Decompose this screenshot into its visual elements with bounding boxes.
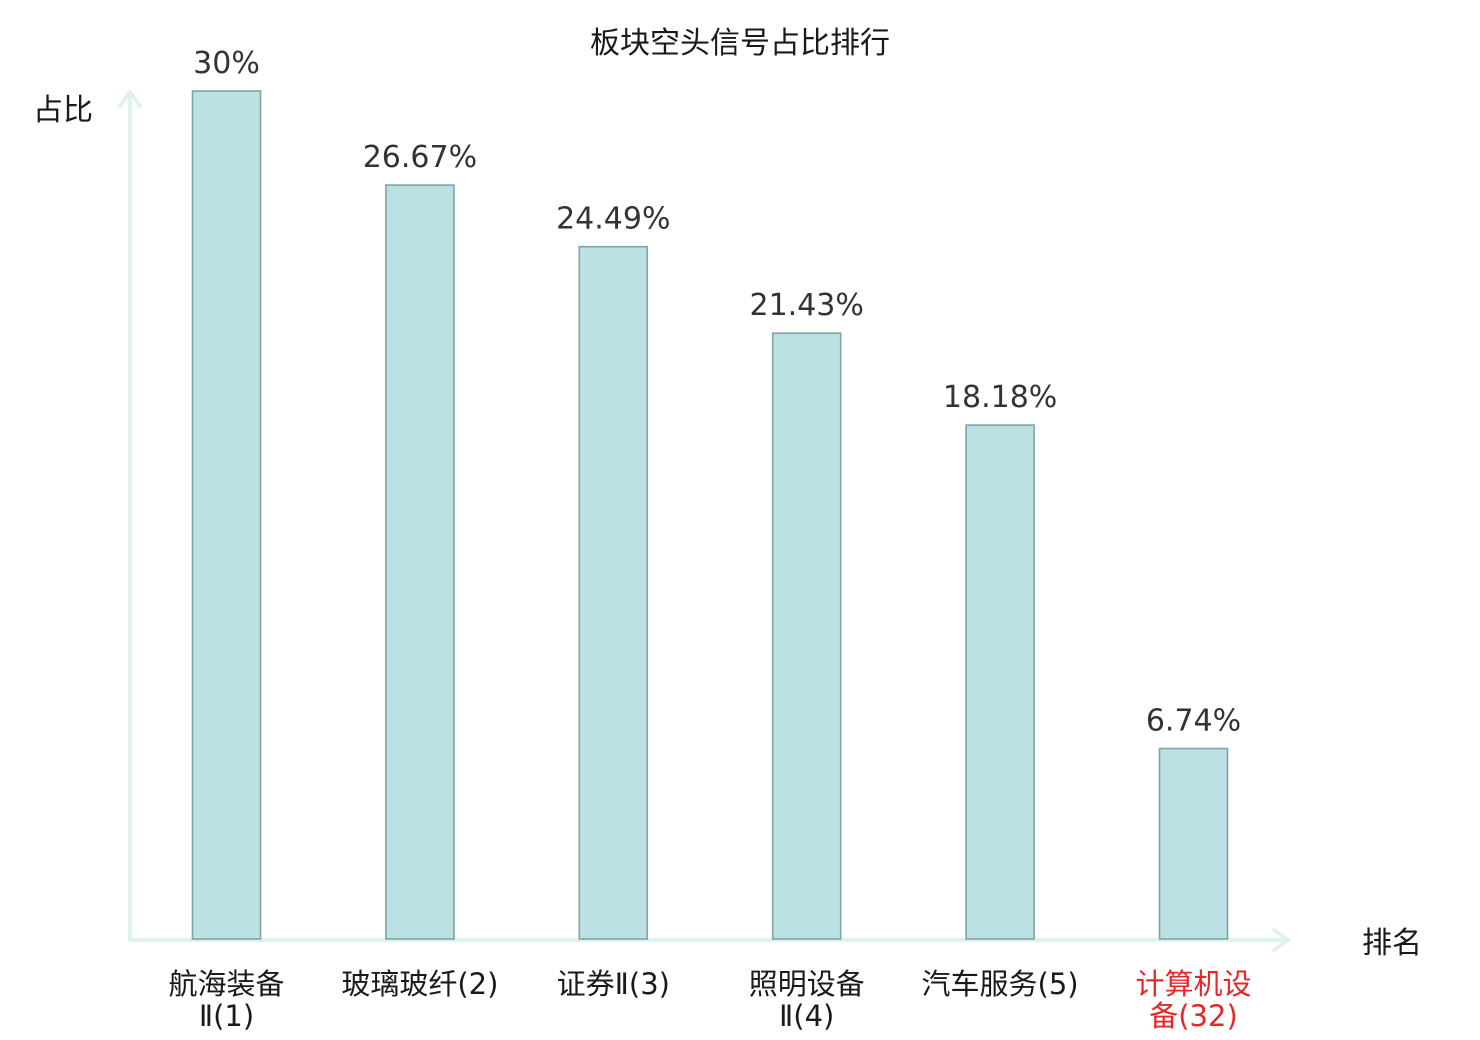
value-label-3: 24.49%	[556, 202, 670, 237]
value-label-2: 26.67%	[363, 140, 477, 175]
y-axis	[118, 88, 142, 942]
x-axis	[128, 928, 1292, 952]
value-labels-group: 30% 26.67% 24.49% 21.43% 18.18% 6.74%	[193, 46, 1241, 739]
bars-group	[191, 90, 1229, 940]
category-label-4-line-2: Ⅱ(4)	[779, 999, 834, 1033]
bar-5	[965, 424, 1035, 940]
category-label-2: 玻璃玻纤(2)	[341, 967, 498, 1001]
value-label-1: 30%	[193, 46, 260, 81]
category-label-6-line-2: 备(32)	[1149, 999, 1238, 1033]
bar-2	[385, 184, 455, 940]
bar-3	[578, 245, 649, 940]
category-label-6-line-1: 计算机设	[1135, 967, 1251, 1001]
chart-title: 板块空头信号占比排行	[590, 26, 890, 61]
value-label-6: 6.74%	[1146, 704, 1241, 739]
value-label-4: 21.43%	[750, 288, 864, 323]
category-label-4-line-1: 照明设备	[749, 967, 865, 1001]
bar-6	[1158, 747, 1229, 940]
y-axis-label: 占比	[33, 93, 93, 128]
bar-4	[771, 332, 842, 940]
value-label-5: 18.18%	[943, 380, 1057, 415]
category-label-5: 汽车服务(5)	[922, 967, 1079, 1001]
category-label-3: 证券Ⅱ(3)	[557, 967, 670, 1001]
x-axis-label: 排名	[1362, 926, 1422, 961]
category-label-1-line-2: Ⅱ(1)	[199, 999, 254, 1033]
bar-1	[191, 90, 262, 940]
category-label-1-line-1: 航海装备	[168, 967, 284, 1001]
